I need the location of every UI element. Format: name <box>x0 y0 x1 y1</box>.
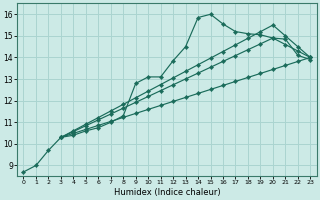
X-axis label: Humidex (Indice chaleur): Humidex (Indice chaleur) <box>114 188 220 197</box>
